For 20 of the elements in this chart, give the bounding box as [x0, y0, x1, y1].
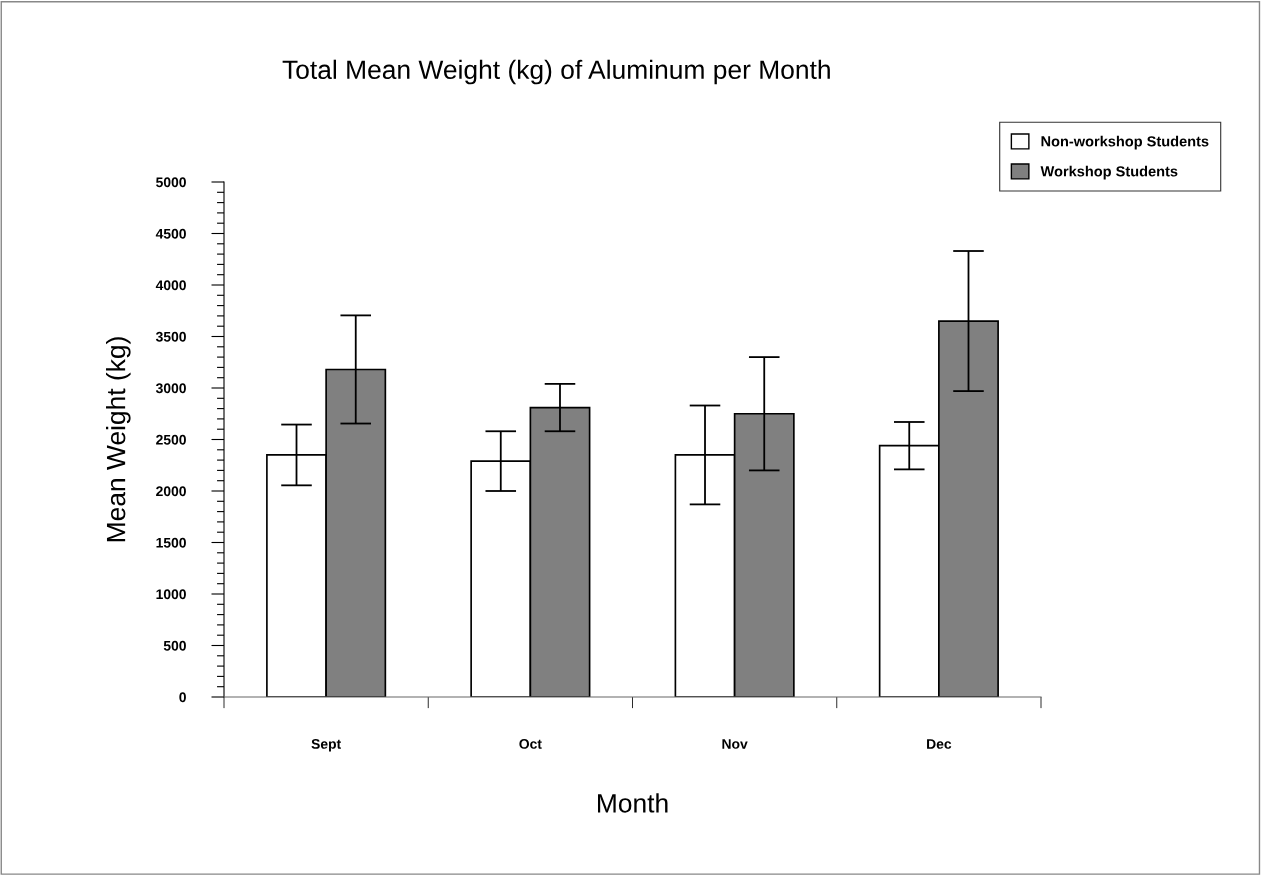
- legend-label: Workshop Students: [1040, 165, 1178, 180]
- y-tick-label: 4000: [155, 280, 186, 291]
- y-tick-label: 1500: [156, 537, 186, 548]
- y-tick-label: 0: [179, 692, 186, 703]
- y-tick-label: 500: [163, 640, 186, 651]
- x-tick-label: Oct: [519, 739, 542, 749]
- x-tick-label: Dec: [927, 739, 952, 749]
- y-tick-label: 4500: [155, 228, 186, 239]
- y-tick-label: 2000: [156, 486, 186, 497]
- y-tick-label: 5000: [156, 177, 186, 188]
- x-tick-label: Nov: [722, 739, 748, 749]
- legend-label: Non-workshop Students: [1041, 135, 1209, 150]
- y-tick-label: 2500: [156, 434, 186, 445]
- x-tick-label: Sept: [311, 739, 341, 752]
- chart-title: Total Mean Weight (kg) of Aluminum per Month: [282, 59, 830, 85]
- y-tick-label: 1000: [156, 589, 186, 600]
- y-tick-label: 3000: [155, 383, 186, 394]
- y-tick-label: 3500: [155, 331, 186, 342]
- y-axis-title: Mean Weight (kg): [106, 337, 131, 542]
- x-axis-title: Month: [598, 793, 668, 813]
